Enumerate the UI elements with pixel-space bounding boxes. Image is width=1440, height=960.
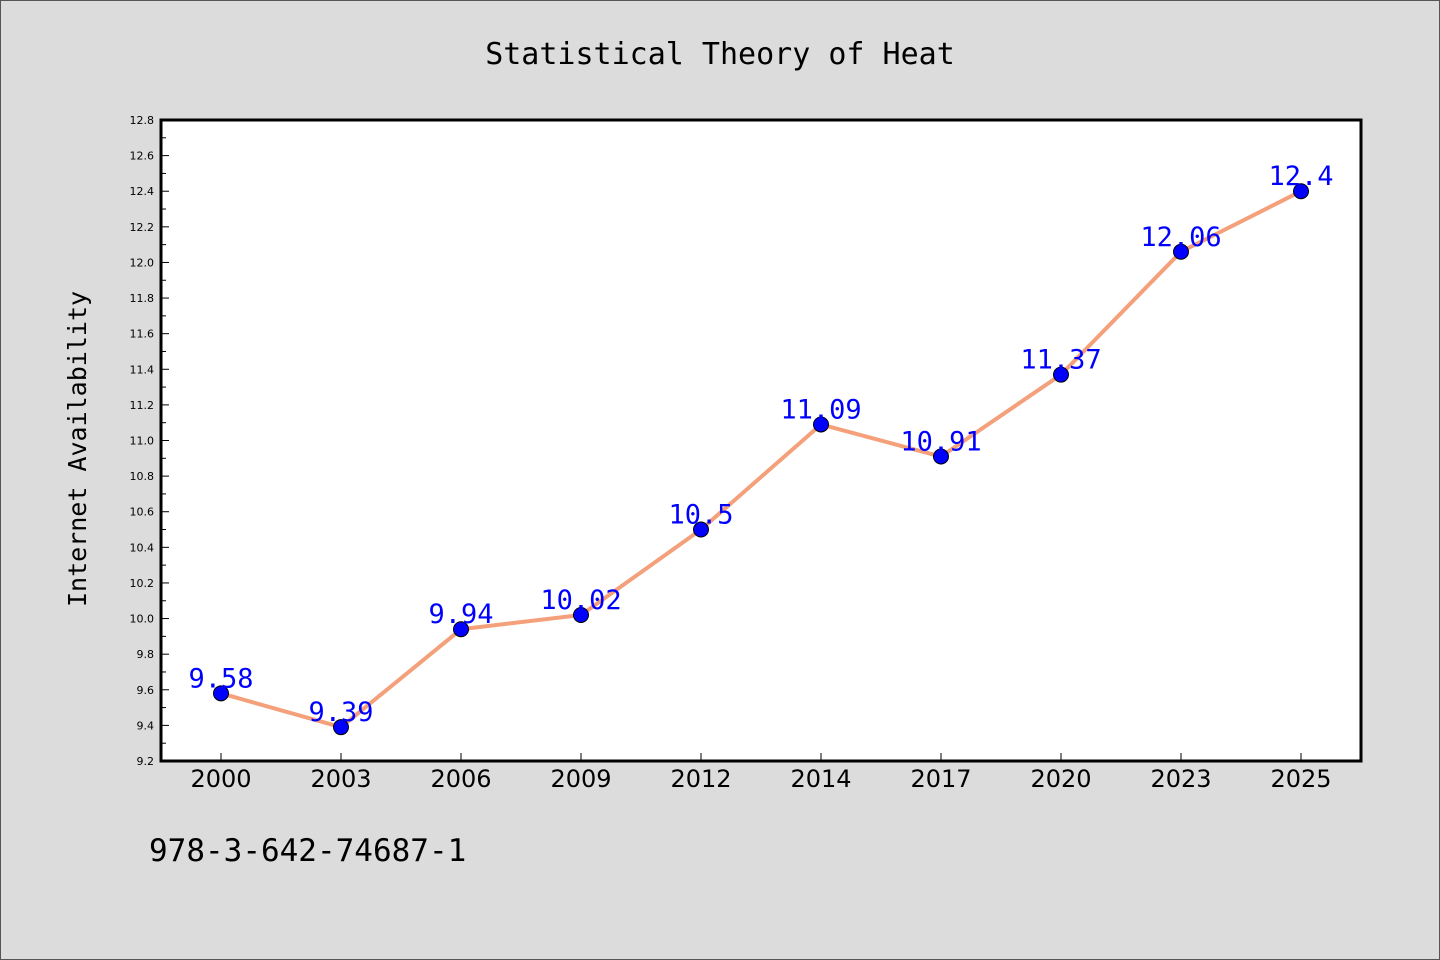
y-tick-label: 12.4 bbox=[130, 185, 155, 198]
data-label: 9.39 bbox=[308, 697, 373, 728]
data-label: 10.91 bbox=[900, 427, 981, 458]
x-axis: 2000 2003 2006 2009 2012 2014 2017 2020 2023 2025 bbox=[190, 753, 1332, 793]
y-tick-label: 10.6 bbox=[130, 506, 155, 519]
data-label: 11.37 bbox=[1020, 345, 1101, 376]
x-tick-label: 2012 bbox=[670, 765, 731, 793]
data-point bbox=[693, 521, 709, 538]
y-tick-label: 9.4 bbox=[137, 719, 155, 732]
x-tick-label: 2000 bbox=[190, 765, 251, 793]
data-point bbox=[933, 448, 949, 465]
data-label: 10.02 bbox=[540, 585, 621, 616]
x-tick-label: 2006 bbox=[430, 765, 491, 793]
data-point bbox=[813, 416, 829, 433]
y-tick-label: 11.6 bbox=[130, 328, 155, 341]
y-tick-label: 9.6 bbox=[137, 684, 155, 697]
x-tick-label: 2009 bbox=[550, 765, 611, 793]
y-tick-label: 11.2 bbox=[130, 399, 155, 412]
plot-area bbox=[159, 118, 1363, 763]
x-tick-label: 2025 bbox=[1270, 765, 1331, 793]
x-tick-label: 2014 bbox=[790, 765, 851, 793]
y-tick-label: 9.2 bbox=[137, 755, 155, 768]
y-tick-label: 12.8 bbox=[130, 114, 155, 127]
x-tick-label: 2003 bbox=[310, 765, 371, 793]
y-tick-label: 12.0 bbox=[130, 256, 155, 269]
x-tick-label: 2017 bbox=[910, 765, 971, 793]
data-label: 10.5 bbox=[668, 500, 733, 531]
data-point bbox=[1053, 366, 1069, 383]
data-label: 9.94 bbox=[428, 599, 493, 630]
y-tick-label: 10.2 bbox=[130, 577, 155, 590]
x-tick-label: 2020 bbox=[1030, 765, 1091, 793]
y-tick-label: 10.4 bbox=[130, 541, 155, 554]
x-tick-label: 2023 bbox=[1150, 765, 1211, 793]
data-point bbox=[573, 606, 589, 623]
data-point bbox=[1293, 183, 1309, 200]
y-tick-label: 11.0 bbox=[130, 435, 155, 448]
y-tick-label: 11.4 bbox=[130, 363, 155, 376]
data-point bbox=[333, 719, 349, 736]
series-group: 9.58 9.39 9.94 10.02 10.5 11.09 10.91 11.37 12.0… bbox=[188, 161, 1334, 736]
data-label: 11.09 bbox=[780, 394, 861, 425]
series-line bbox=[219, 189, 1303, 730]
data-point bbox=[453, 621, 469, 638]
isbn-caption: 978-3-642-74687-1 bbox=[149, 833, 467, 869]
y-tick-label: 9.8 bbox=[137, 648, 155, 661]
y-tick-label: 12.6 bbox=[130, 150, 155, 163]
y-tick-label: 10.0 bbox=[130, 613, 155, 626]
chart-title: Statistical Theory of Heat bbox=[485, 37, 955, 72]
data-point bbox=[213, 685, 229, 702]
y-axis-label: Internet Availability bbox=[63, 291, 92, 607]
data-point bbox=[1173, 243, 1189, 260]
data-label: 12.06 bbox=[1140, 222, 1221, 253]
y-tick-label: 10.8 bbox=[130, 470, 155, 483]
y-tick-label: 12.2 bbox=[130, 221, 155, 234]
data-label: 9.58 bbox=[188, 663, 253, 694]
data-label: 12.4 bbox=[1268, 161, 1333, 192]
y-tick-label: 11.8 bbox=[130, 292, 155, 305]
y-axis: 9.2 9.4 9.6 9.8 10.0 10.2 10.4 10.6 10.8 11.0 11.2… bbox=[130, 114, 169, 768]
